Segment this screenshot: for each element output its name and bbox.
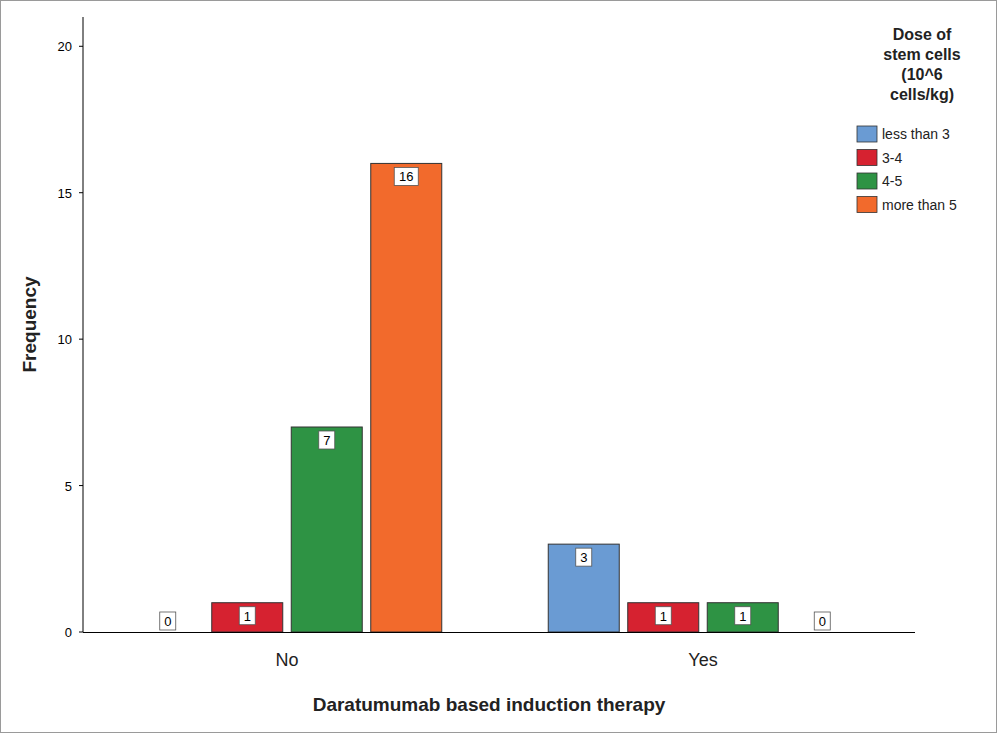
x-tick-label: No: [275, 650, 298, 670]
x-tick-label: Yes: [688, 650, 717, 670]
data-label: 3: [580, 550, 587, 565]
data-label-box: [814, 612, 830, 630]
y-tick-label: 10: [58, 332, 72, 347]
y-tick-label: 20: [58, 39, 72, 54]
y-tick-label: 5: [65, 479, 72, 494]
data-label: 0: [164, 614, 171, 629]
bar: [212, 603, 283, 632]
bar: [132, 632, 203, 633]
y-tick-label: 15: [58, 186, 72, 201]
x-axis-line: [83, 632, 915, 633]
legend-swatch: [857, 126, 877, 142]
data-label-box: [655, 607, 671, 625]
background: [1, 1, 997, 733]
legend-swatch: [857, 150, 877, 166]
data-label: 1: [739, 609, 746, 624]
data-label-box: [394, 167, 418, 185]
bars: [212, 163, 779, 632]
data-label: 1: [244, 609, 251, 624]
y-axis-title: Frequency: [19, 276, 40, 373]
bar: [371, 163, 442, 632]
data-label-box: [239, 607, 255, 625]
legend-label: 3-4: [882, 150, 902, 166]
legend: Dose ofstem cells(10^6cells/kg) less than…: [857, 26, 961, 213]
y-axis-line: [83, 17, 84, 632]
axes: 05101520: [58, 17, 915, 640]
legend-label: 4-5: [882, 173, 902, 189]
data-labels: 0 1 7 16 3 1 1 0: [160, 167, 831, 630]
bar: [548, 544, 619, 632]
y-tick-label: 0: [65, 625, 72, 640]
y-tick: [79, 192, 83, 193]
data-label-box: [160, 612, 176, 630]
legend-swatch: [857, 173, 877, 189]
legend-swatch: [857, 197, 877, 213]
y-tick: [79, 339, 83, 340]
y-tick: [79, 485, 83, 486]
data-label-box: [735, 607, 751, 625]
bar: [787, 632, 858, 633]
y-tick: [79, 46, 83, 47]
legend-label: less than 3: [882, 126, 950, 142]
bar: [291, 427, 362, 632]
bar: [628, 603, 699, 632]
bar: [707, 603, 778, 632]
data-label: 1: [660, 609, 667, 624]
data-label: 16: [399, 169, 413, 184]
x-axis-title: Daratumumab based induction therapy: [313, 694, 666, 715]
data-label: 7: [323, 433, 330, 448]
legend-label: more than 5: [882, 197, 957, 213]
data-label-box: [319, 431, 335, 449]
chart: 05101520017163110NoYesDaratumumab based …: [0, 0, 997, 733]
data-label: 0: [819, 614, 826, 629]
y-tick: [79, 632, 83, 633]
legend-title: Dose ofstem cells(10^6cells/kg): [883, 26, 960, 103]
data-label-box: [576, 548, 592, 566]
